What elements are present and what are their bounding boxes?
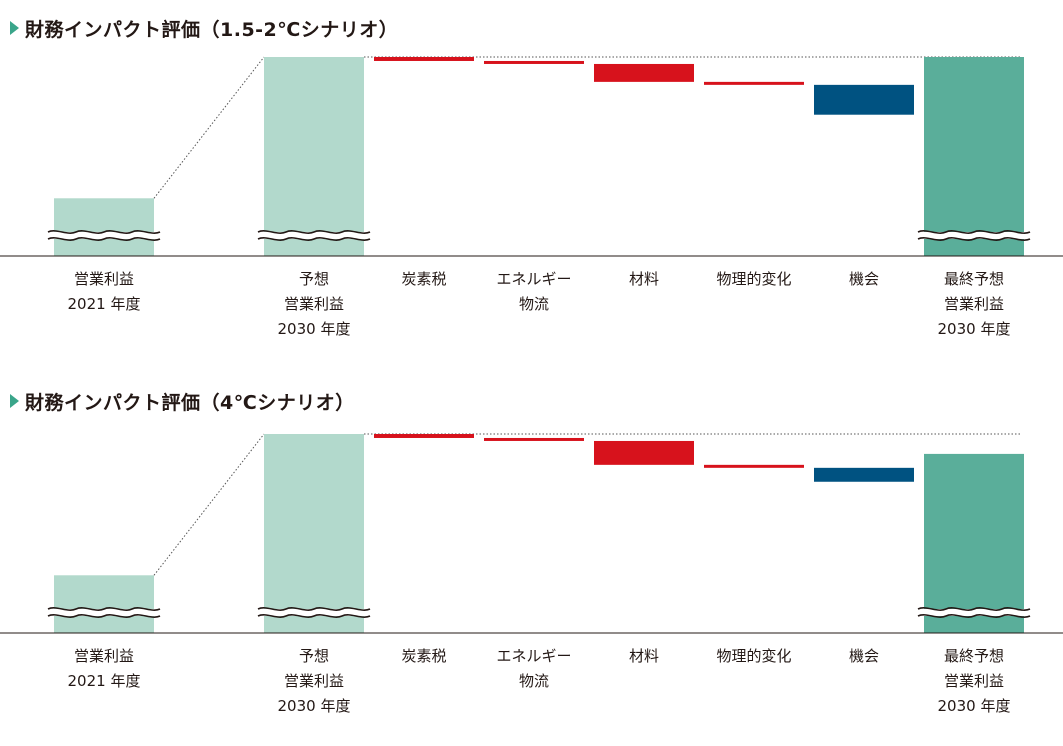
triangle-marker-icon — [10, 394, 19, 408]
axis-break-gap — [924, 609, 1024, 616]
chart-title: 財務インパクト評価（4℃シナリオ） — [25, 391, 355, 414]
connector-line — [153, 56, 265, 199]
axis-break-wave — [257, 614, 371, 618]
category-label: 予想 — [299, 270, 329, 288]
category-label: 営業利益 — [284, 672, 344, 690]
category-label: 予想 — [299, 647, 329, 665]
bar-negative-impact — [484, 437, 584, 441]
category-label: 物理的変化 — [716, 270, 791, 288]
chart-panel-2: 財務インパクト評価（4℃シナリオ） 営業利益 2021 年度 予想 営業利益 2030 … — [0, 370, 1063, 741]
triangle-marker-icon — [10, 21, 19, 35]
axis-break-wave — [917, 237, 1031, 241]
category-label: エネルギー — [496, 270, 571, 288]
chart-panel-1: 財務インパクト評価（1.5-2℃シナリオ） 営業利益 2021 年度 予想 営業利益 2… — [0, 0, 1063, 370]
bar-negative-impact — [374, 434, 474, 438]
category-label: 営業利益 — [284, 295, 344, 313]
category-label: 2021 年度 — [68, 295, 141, 313]
category-label: 物流 — [519, 295, 549, 313]
category-label: 機会 — [849, 647, 879, 665]
bar-opportunity — [814, 467, 914, 482]
category-label: 2030 年度 — [278, 320, 351, 338]
axis-break-wave — [917, 230, 1031, 234]
axis-break-wave — [257, 237, 371, 241]
axis-break-wave — [257, 607, 371, 611]
bar-forecast-profit — [264, 57, 364, 256]
bar-negative-impact — [484, 60, 584, 64]
category-label: 炭素税 — [401, 270, 446, 288]
category-label: 材料 — [629, 270, 659, 288]
bar-negative-impact — [594, 63, 694, 82]
category-label: 2030 年度 — [938, 320, 1011, 338]
category-label: 材料 — [629, 647, 659, 665]
category-label: エネルギー — [496, 647, 571, 665]
bar-negative-impact — [594, 440, 694, 465]
axis-break-wave — [917, 607, 1031, 611]
axis-break-wave — [257, 230, 371, 234]
axis-break-gap — [264, 232, 364, 239]
axis-break-gap — [54, 609, 154, 616]
bar-negative-impact — [374, 57, 474, 61]
bar-forecast-profit — [264, 434, 364, 633]
chart-title: 財務インパクト評価（1.5-2℃シナリオ） — [25, 18, 399, 41]
axis-break-gap — [264, 609, 364, 616]
category-label: 炭素税 — [401, 647, 446, 665]
chart-title-row-1: 財務インパクト評価（1.5-2℃シナリオ） — [10, 14, 398, 42]
bar-final-profit — [924, 453, 1024, 633]
axis-break-wave — [47, 607, 161, 611]
bar-profit-2021 — [54, 198, 154, 256]
category-label: 2030 年度 — [938, 697, 1011, 715]
bar-final-profit — [924, 57, 1024, 256]
category-label: 営業利益 — [944, 295, 1004, 313]
category-label: 営業利益 — [74, 647, 134, 665]
category-label: 最終予想 — [944, 270, 1004, 288]
axis-break-gap — [924, 232, 1024, 239]
bar-profit-2021 — [54, 575, 154, 633]
axis-break-wave — [47, 230, 161, 234]
bar-negative-impact — [704, 81, 804, 85]
connector-line — [153, 433, 265, 576]
category-label: 2030 年度 — [278, 697, 351, 715]
chart-title-row-2: 財務インパクト評価（4℃シナリオ） — [10, 387, 355, 415]
bar-opportunity — [814, 84, 914, 115]
category-label: 営業利益 — [944, 672, 1004, 690]
category-label: 物流 — [519, 672, 549, 690]
bar-negative-impact — [704, 464, 804, 468]
category-label: 機会 — [849, 270, 879, 288]
axis-break-wave — [47, 614, 161, 618]
category-label: 2021 年度 — [68, 672, 141, 690]
axis-break-gap — [54, 232, 154, 239]
axis-break-wave — [47, 237, 161, 241]
category-label: 営業利益 — [74, 270, 134, 288]
category-label: 最終予想 — [944, 647, 1004, 665]
axis-break-wave — [917, 614, 1031, 618]
category-label: 物理的変化 — [716, 647, 791, 665]
